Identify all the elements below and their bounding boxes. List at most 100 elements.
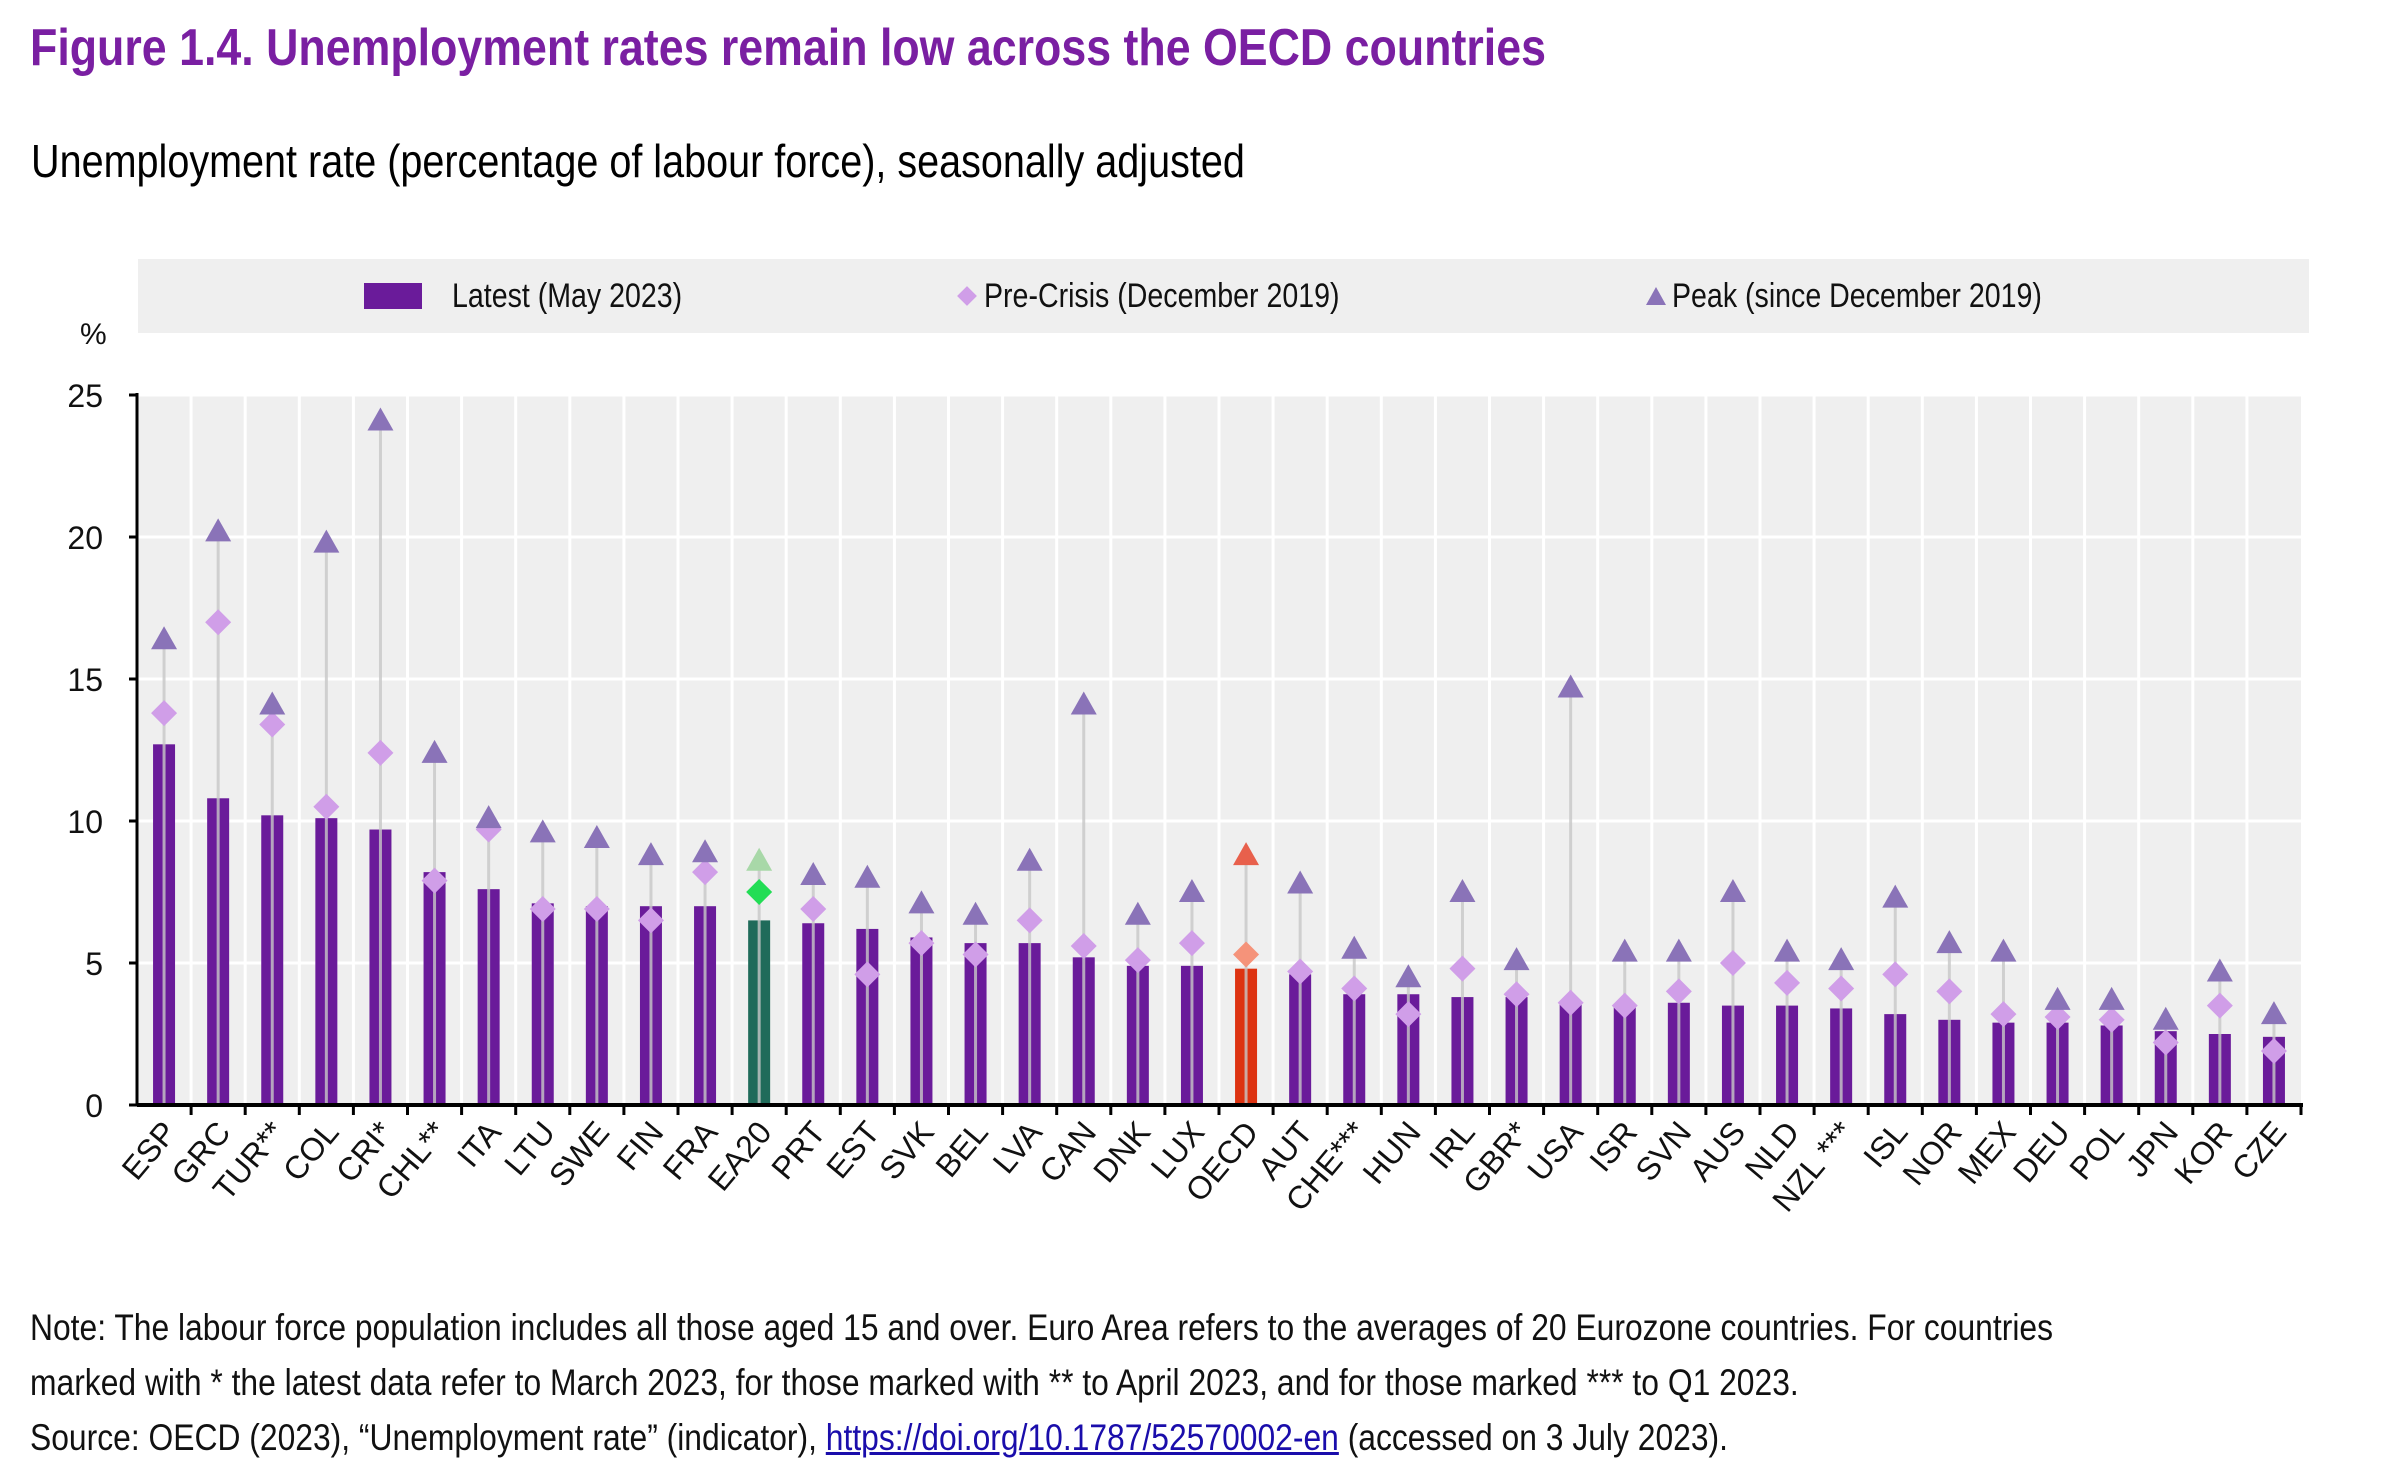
- marker-precrisis-irl: [1449, 955, 1476, 982]
- marker-precrisis-nld: [1774, 969, 1801, 996]
- x-tick-label: USA: [1520, 1114, 1590, 1188]
- y-tick-label: 0: [85, 1088, 103, 1124]
- marker-peak-swe: [583, 825, 610, 849]
- triangle-marker-icon: [1646, 287, 1666, 305]
- marker-precrisis-grc: [205, 609, 232, 636]
- marker-precrisis-isr: [1611, 992, 1638, 1019]
- x-tick-label: PRT: [764, 1114, 832, 1186]
- marker-precrisis-esp: [151, 700, 178, 727]
- marker-peak-mex: [1990, 938, 2017, 962]
- y-tick-label: 25: [67, 378, 103, 414]
- marker-precrisis-tur: [259, 711, 286, 738]
- marker-precrisis-gbr: [1503, 981, 1530, 1008]
- marker-precrisis-bel: [962, 941, 989, 968]
- marker-peak-kor: [2206, 958, 2233, 982]
- source-line: Source: OECD (2023), “Unemployment rate”…: [30, 1410, 2060, 1465]
- figure-title: Figure 1.4. Unemployment rates remain lo…: [30, 19, 1546, 77]
- x-tick-label: SVN: [1628, 1114, 1698, 1188]
- marker-precrisis-kor: [2206, 992, 2233, 1019]
- marker-precrisis-che: [1341, 975, 1368, 1002]
- marker-peak-esp: [151, 626, 178, 650]
- marker-peak-aus: [1719, 879, 1746, 902]
- marker-peak-chl: [421, 739, 448, 763]
- marker-peak-nzl: [1828, 947, 1855, 971]
- marker-precrisis-aus: [1719, 950, 1746, 976]
- legend-item-peak: Peak (since December 2019): [1646, 259, 2112, 333]
- source-prefix: Source: OECD (2023), “Unemployment rate”…: [30, 1417, 826, 1458]
- marker-peak-col: [313, 529, 340, 553]
- marker-precrisis-jpn: [2152, 1029, 2179, 1056]
- marker-peak-tur: [259, 691, 286, 715]
- y-tick-label: 15: [67, 662, 103, 698]
- marker-precrisis-can: [1070, 932, 1097, 959]
- marker-peak-pol: [2098, 986, 2125, 1010]
- marker-precrisis-mex: [1990, 1001, 2017, 1028]
- y-tick-label: 5: [85, 946, 103, 982]
- marker-precrisis-svk: [908, 930, 935, 957]
- x-tick-label: SVK: [872, 1114, 941, 1186]
- marker-peak-ea20: [746, 847, 773, 871]
- marker-peak-prt: [800, 861, 827, 885]
- y-axis-unit: %: [80, 318, 107, 351]
- source-link[interactable]: https://doi.org/10.1787/52570002-en: [825, 1417, 1339, 1458]
- x-tick-label: KOR: [2167, 1114, 2239, 1190]
- x-tick-label: AUS: [1682, 1114, 1752, 1188]
- marker-peak-ltu: [529, 819, 556, 843]
- marker-peak-hun: [1395, 964, 1422, 988]
- marker-precrisis-nor: [1936, 978, 1963, 1005]
- x-tick-label: CAN: [1032, 1114, 1103, 1189]
- legend-label-precrisis: Pre-Crisis (December 2019): [984, 276, 1340, 315]
- marker-peak-cze: [2260, 1001, 2287, 1025]
- marker-peak-usa: [1557, 674, 1584, 698]
- marker-precrisis-dnk: [1124, 947, 1151, 974]
- marker-precrisis-usa: [1557, 989, 1584, 1016]
- marker-precrisis-lva: [1016, 907, 1043, 934]
- legend-label-latest: Latest (May 2023): [452, 276, 683, 315]
- marker-precrisis-nzl: [1828, 975, 1855, 1002]
- source-suffix: (accessed on 3 July 2023).: [1338, 1417, 1728, 1458]
- note-line-2: marked with * the latest data refer to M…: [30, 1362, 1799, 1403]
- marker-peak-can: [1070, 691, 1097, 715]
- marker-precrisis-cze: [2260, 1038, 2287, 1065]
- marker-peak-lux: [1178, 879, 1205, 902]
- marker-precrisis-prt: [800, 896, 827, 923]
- x-tick-label: POL: [2062, 1114, 2131, 1186]
- marker-precrisis-est: [854, 961, 881, 988]
- marker-peak-isl: [1882, 884, 1909, 908]
- marker-precrisis-ltu: [529, 896, 556, 923]
- marker-precrisis-col: [313, 793, 340, 820]
- chart-subtitle: Unemployment rate (percentage of labour …: [31, 135, 1245, 187]
- x-tick-label: EA20: [701, 1114, 779, 1197]
- marker-peak-fin: [637, 842, 664, 866]
- marker-peak-nld: [1774, 938, 1801, 962]
- x-tick-label: SWE: [542, 1114, 616, 1193]
- marker-precrisis-chl: [421, 867, 448, 894]
- marker-peak-fra: [692, 839, 719, 863]
- x-tick-label: ITA: [450, 1114, 508, 1174]
- x-tick-label: BEL: [928, 1114, 994, 1183]
- x-tick-label: HUN: [1356, 1114, 1428, 1190]
- marker-precrisis-fin: [637, 907, 664, 934]
- x-tick-label: COL: [276, 1114, 346, 1188]
- chart-plot: 0510152025ESPGRCTUR**COLCRI*CHL**ITALTUS…: [67, 378, 2303, 1218]
- marker-peak-oecd: [1233, 842, 1260, 866]
- marker-peak-irl: [1449, 879, 1476, 902]
- legend-label-peak: Peak (since December 2019): [1672, 276, 2042, 315]
- x-tick-label: NOR: [1895, 1114, 1968, 1192]
- marker-peak-isr: [1611, 938, 1638, 962]
- marker-precrisis-oecd: [1233, 941, 1260, 968]
- y-tick-label: 10: [67, 804, 103, 840]
- marker-peak-est: [854, 864, 881, 888]
- marker-peak-lva: [1016, 847, 1043, 871]
- marker-peak-bel: [962, 901, 989, 925]
- marker-precrisis-fra: [692, 859, 719, 886]
- x-tick-label: CZE: [2225, 1114, 2294, 1186]
- marker-peak-gbr: [1503, 947, 1530, 971]
- marker-peak-deu: [2044, 986, 2071, 1010]
- marker-peak-svn: [1665, 938, 1692, 962]
- marker-precrisis-aut: [1287, 958, 1314, 985]
- marker-peak-jpn: [2152, 1006, 2179, 1030]
- marker-precrisis-deu: [2044, 1003, 2071, 1030]
- marker-precrisis-pol: [2098, 1006, 2125, 1033]
- marker-precrisis-hun: [1395, 1001, 1422, 1028]
